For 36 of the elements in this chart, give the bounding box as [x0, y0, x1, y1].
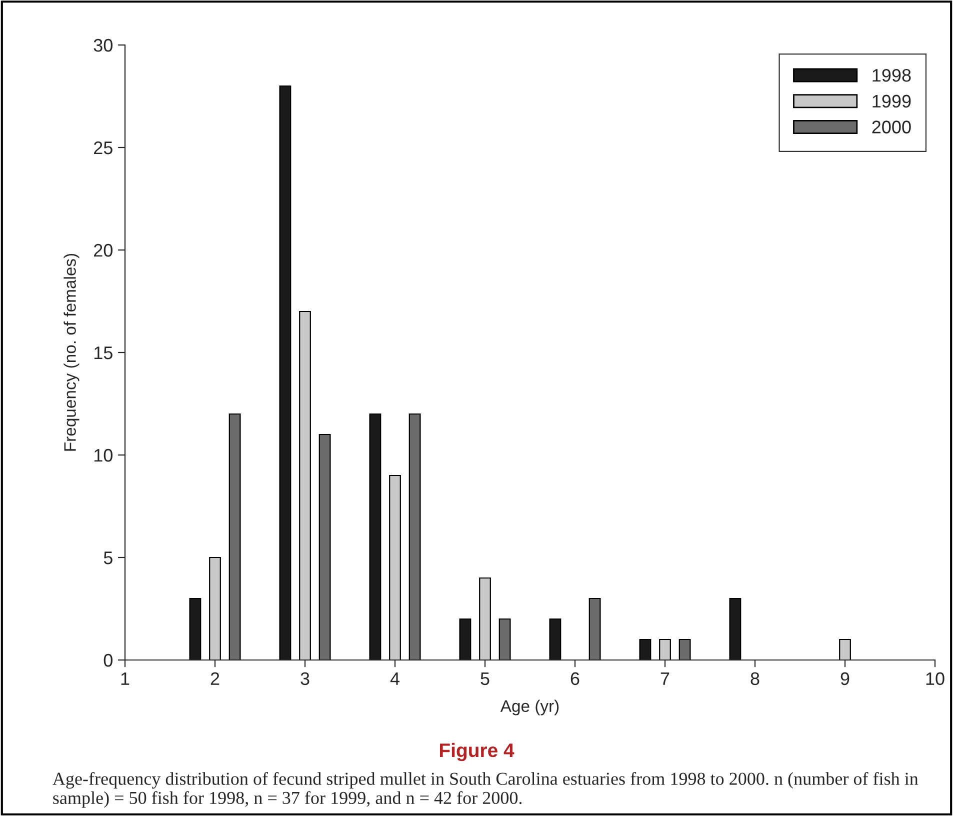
text: Age-frequency distribution of fecund striped mullet in South Carolina estuaries from 1998 to 2000. n (number of fish in sample) = 50 fish for 1998, n = 37 for 1999, and n = 42 for 2000.: [52, 772, 918, 808]
bar: [498, 618, 511, 660]
bar: [678, 638, 691, 660]
x-tick-label: 5: [480, 672, 490, 686]
bar: [588, 598, 601, 660]
y-tick-label: 15: [94, 346, 112, 360]
bar: [408, 413, 421, 660]
x-tick-label: 7: [660, 672, 670, 685]
bar: [659, 638, 671, 660]
text: Figure 4: [440, 742, 514, 762]
y-tick-label: 25: [94, 141, 112, 154]
bar: [318, 434, 331, 660]
y-tick-label: 30: [94, 38, 112, 52]
legend-label: 1998: [872, 68, 911, 82]
x-axis-title: Age (yr): [500, 700, 559, 716]
y-tick-label: 5: [104, 552, 112, 564]
x-tick-label: 10: [926, 672, 944, 686]
x-tick-label: 3: [300, 672, 310, 686]
y-tick-label: 10: [94, 448, 112, 462]
x-tick-label: 2: [210, 672, 220, 685]
x-tick-label: 4: [390, 672, 400, 685]
bar: [228, 413, 241, 660]
bar: [479, 577, 491, 660]
x-tick-label: 9: [840, 672, 850, 686]
x-tick-label: 6: [570, 672, 580, 686]
x-tick-label: 8: [750, 672, 760, 686]
y-tick-label: 20: [94, 244, 112, 257]
legend-label: 1999: [872, 94, 911, 108]
bar: [839, 638, 851, 660]
bar: [299, 310, 311, 660]
bar: [389, 474, 401, 660]
y-tick-label: 0: [104, 654, 112, 667]
y-axis-title: Frequency (no. of females): [64, 254, 80, 451]
legend-label: 2000: [872, 120, 911, 134]
bar: [209, 556, 221, 660]
x-tick-label: 1: [121, 672, 130, 685]
